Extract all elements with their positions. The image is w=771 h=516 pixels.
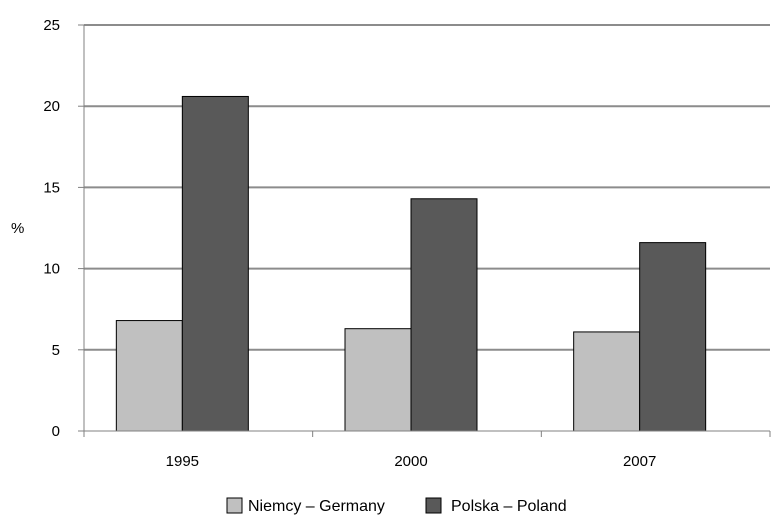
legend: Niemcy – Germany Polska – Poland [226,497,567,515]
legend-label: Polska – Poland [451,498,567,515]
bar-poland-2000 [410,198,478,432]
y-tick-label: 15 [43,179,60,196]
bar-germany-1995 [115,320,183,432]
y-tick-label: 5 [52,342,60,359]
legend-swatch [425,497,442,514]
x-tick-label: 1995 [166,453,199,470]
bar-germany-2007 [573,331,641,432]
y-tick-label: 20 [43,98,60,115]
axes [83,25,770,432]
bars [115,95,707,432]
y-tick-labels: 0 5 10 15 20 25 [43,17,60,440]
y-axis-label: % [11,220,24,237]
x-tick-label: 2000 [394,453,427,470]
bar-poland-2007 [639,242,707,432]
y-tick-label: 25 [43,17,60,34]
bar-germany-2000 [344,328,412,432]
y-tick-label: 10 [43,261,60,278]
legend-label: Niemcy – Germany [248,498,385,515]
x-tick-label: 2007 [623,453,656,470]
legend-swatch [226,497,243,514]
bar-poland-1995 [181,95,249,432]
x-tick-labels: 1995 2000 2007 [83,431,771,470]
y-tick-label: 0 [52,423,60,440]
